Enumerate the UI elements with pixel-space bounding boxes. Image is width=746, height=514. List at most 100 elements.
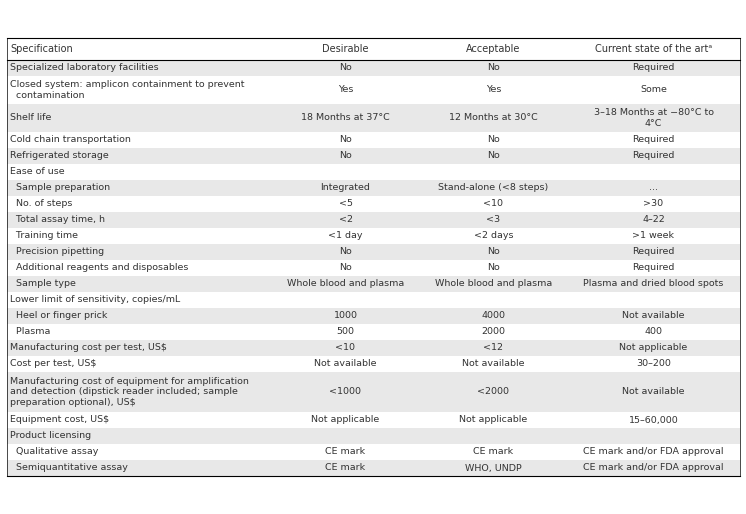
Text: <10: <10 [483,199,504,209]
Text: Required: Required [633,264,674,272]
Bar [7,260,739,276]
Bar [7,292,739,308]
Bar [7,148,739,164]
Text: No: No [339,264,352,272]
Text: Manufacturing cost per test, US$: Manufacturing cost per test, US$ [10,343,167,353]
Text: <3: <3 [486,215,501,225]
Text: No. of steps: No. of steps [10,199,73,209]
Bar [7,460,739,476]
Text: Yes: Yes [338,85,353,95]
Bar [7,340,739,356]
Text: <2000: <2000 [477,388,510,396]
Text: Some: Some [640,85,667,95]
Text: <5: <5 [339,199,353,209]
Text: No: No [487,248,500,256]
Text: Training time: Training time [10,231,78,241]
Text: No: No [339,64,352,72]
Text: Ease of use: Ease of use [10,168,65,176]
Text: >30: >30 [644,199,663,209]
Text: <12: <12 [483,343,504,353]
Text: 4–22: 4–22 [642,215,665,225]
Bar [7,308,739,324]
Text: No: No [339,136,352,144]
Text: 15–60,000: 15–60,000 [629,415,678,425]
Text: Semiquantitative assay: Semiquantitative assay [10,464,128,472]
Text: Not available: Not available [463,359,524,369]
Text: Cost per test, US$: Cost per test, US$ [10,359,97,369]
Text: 2000: 2000 [481,327,506,337]
Bar [7,444,739,460]
Text: <1 day: <1 day [328,231,363,241]
Text: Not available: Not available [314,359,377,369]
Text: Required: Required [633,64,674,72]
Text: Sample type: Sample type [10,280,76,288]
Text: Plasma: Plasma [10,327,51,337]
Text: CE mark: CE mark [325,464,366,472]
Text: Not applicable: Not applicable [619,343,688,353]
Text: No: No [487,136,500,144]
Text: Product licensing: Product licensing [10,431,92,440]
Bar [7,228,739,244]
Text: Specialized laboratory facilities: Specialized laboratory facilities [10,64,159,72]
Text: <2 days: <2 days [474,231,513,241]
Text: Lower limit of sensitivity, copies/mL: Lower limit of sensitivity, copies/mL [10,296,181,304]
Text: Not applicable: Not applicable [460,415,527,425]
Text: Required: Required [633,248,674,256]
Bar [7,276,739,292]
Text: 4000: 4000 [481,311,506,321]
Bar [7,212,739,228]
Text: No: No [487,152,500,160]
Text: ...: ... [649,183,658,193]
Text: Closed system: amplicon containment to prevent
  contamination: Closed system: amplicon containment to p… [10,80,245,100]
Text: CE mark and/or FDA approval: CE mark and/or FDA approval [583,464,724,472]
Text: Qualitative assay: Qualitative assay [10,448,99,456]
Text: No: No [487,264,500,272]
Text: Yes: Yes [486,85,501,95]
Text: <1000: <1000 [330,388,362,396]
Bar [7,38,739,60]
Bar [7,60,739,76]
Text: Heel or finger prick: Heel or finger prick [10,311,108,321]
Text: Total assay time, h: Total assay time, h [10,215,105,225]
Text: 400: 400 [645,327,662,337]
Text: Not available: Not available [622,311,685,321]
Text: Whole blood and plasma: Whole blood and plasma [287,280,404,288]
Text: Specification: Specification [10,44,73,54]
Text: CE mark and/or FDA approval: CE mark and/or FDA approval [583,448,724,456]
Text: Manufacturing cost of equipment for amplification
and detection (dipstick reader: Manufacturing cost of equipment for ampl… [10,377,249,407]
Text: CE mark: CE mark [325,448,366,456]
Bar [7,132,739,148]
Text: No: No [339,152,352,160]
Text: WHO, UNDP: WHO, UNDP [465,464,522,472]
Bar [7,180,739,196]
Bar [7,244,739,260]
Bar [7,76,739,104]
Text: 30–200: 30–200 [636,359,671,369]
Bar [7,104,739,132]
Bar [7,428,739,444]
Text: 12 Months at 30°C: 12 Months at 30°C [449,114,538,122]
Text: Required: Required [633,152,674,160]
Text: Sample preparation: Sample preparation [10,183,110,193]
Text: <2: <2 [339,215,353,225]
Bar [7,196,739,212]
Text: 1000: 1000 [333,311,357,321]
Text: Precision pipetting: Precision pipetting [10,248,104,256]
Text: Cold chain transportation: Cold chain transportation [10,136,131,144]
Text: Stand-alone (<8 steps): Stand-alone (<8 steps) [439,183,548,193]
Text: Not available: Not available [622,388,685,396]
Text: Acceptable: Acceptable [466,44,521,54]
Text: No: No [339,248,352,256]
Text: Required: Required [633,136,674,144]
Text: 3–18 Months at −80°C to
4°C: 3–18 Months at −80°C to 4°C [594,108,713,128]
Text: Integrated: Integrated [321,183,371,193]
Text: Equipment cost, US$: Equipment cost, US$ [10,415,110,425]
Text: Refrigerated storage: Refrigerated storage [10,152,109,160]
Text: <10: <10 [336,343,356,353]
Bar [7,164,739,180]
Text: Additional reagents and disposables: Additional reagents and disposables [10,264,189,272]
Text: 500: 500 [336,327,354,337]
Bar [7,412,739,428]
Text: Not applicable: Not applicable [311,415,380,425]
Text: >1 week: >1 week [633,231,674,241]
